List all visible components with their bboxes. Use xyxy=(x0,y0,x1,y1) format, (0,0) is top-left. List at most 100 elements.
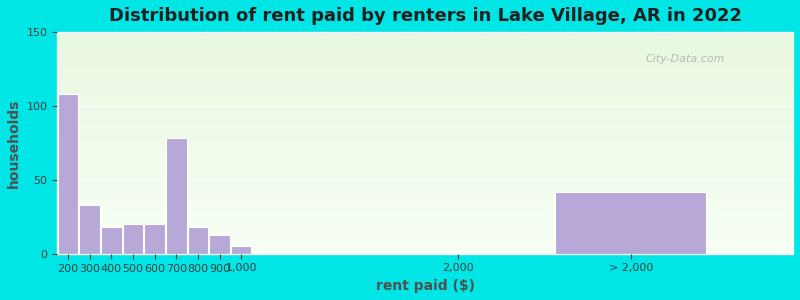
Bar xyxy=(58,245,793,247)
Bar xyxy=(58,121,793,123)
Bar xyxy=(58,103,793,105)
Title: Distribution of rent paid by renters in Lake Village, AR in 2022: Distribution of rent paid by renters in … xyxy=(109,7,742,25)
Bar xyxy=(58,178,793,181)
Bar xyxy=(58,201,793,203)
Bar xyxy=(188,227,208,254)
Bar xyxy=(58,238,793,241)
Bar xyxy=(58,198,793,201)
Bar xyxy=(144,224,165,254)
Bar xyxy=(58,196,793,198)
Bar xyxy=(58,163,793,165)
Bar xyxy=(58,110,793,112)
Bar xyxy=(58,56,793,59)
Bar xyxy=(101,227,122,254)
Bar xyxy=(58,50,793,52)
Bar xyxy=(58,37,793,39)
Bar xyxy=(58,88,793,90)
Bar xyxy=(58,227,793,230)
Bar xyxy=(58,181,793,183)
Bar xyxy=(58,218,793,220)
Bar xyxy=(58,205,793,207)
X-axis label: rent paid ($): rent paid ($) xyxy=(376,279,474,293)
Bar xyxy=(58,85,793,88)
Bar xyxy=(58,105,793,107)
Bar xyxy=(58,176,793,178)
Bar xyxy=(58,165,793,167)
Bar xyxy=(58,252,793,254)
Text: City-Data.com: City-Data.com xyxy=(646,54,726,64)
Bar xyxy=(58,143,793,145)
Bar xyxy=(58,152,793,154)
Bar xyxy=(58,52,793,54)
Bar xyxy=(58,116,793,119)
Bar xyxy=(58,154,793,156)
Bar xyxy=(58,236,793,238)
Bar xyxy=(58,99,793,101)
Bar xyxy=(58,70,793,72)
Bar xyxy=(231,246,251,254)
Bar xyxy=(58,232,793,234)
Bar xyxy=(79,205,100,254)
Bar xyxy=(58,134,793,136)
Bar xyxy=(58,185,793,187)
Bar xyxy=(58,183,793,185)
Bar xyxy=(58,94,793,96)
Bar xyxy=(58,90,793,92)
Bar xyxy=(58,212,793,214)
Y-axis label: households: households xyxy=(7,98,21,188)
Bar xyxy=(58,147,793,150)
Bar xyxy=(58,220,793,223)
Bar xyxy=(122,224,143,254)
Bar xyxy=(58,45,793,48)
Bar xyxy=(58,123,793,125)
Bar xyxy=(58,32,793,34)
Bar xyxy=(58,192,793,194)
Bar xyxy=(58,167,793,169)
Bar xyxy=(58,139,793,141)
Bar xyxy=(58,136,793,139)
Bar xyxy=(58,59,793,61)
Bar xyxy=(58,72,793,74)
Bar xyxy=(58,234,793,236)
Bar xyxy=(58,118,793,121)
Bar xyxy=(555,192,706,254)
Bar xyxy=(58,207,793,209)
Bar xyxy=(58,174,793,176)
Bar xyxy=(58,161,793,163)
Bar xyxy=(166,139,186,254)
Bar xyxy=(58,125,793,128)
Bar xyxy=(58,249,793,252)
Bar xyxy=(58,41,793,43)
Bar xyxy=(58,194,793,196)
Bar xyxy=(58,101,793,103)
Bar xyxy=(58,145,793,147)
Bar xyxy=(58,81,793,83)
Bar xyxy=(58,241,793,243)
Bar xyxy=(58,65,793,68)
Bar xyxy=(58,68,793,70)
Bar xyxy=(58,48,793,50)
Bar xyxy=(58,156,793,158)
Bar xyxy=(58,223,793,225)
Bar xyxy=(58,225,793,227)
Bar xyxy=(58,172,793,174)
Bar xyxy=(58,203,793,205)
Bar xyxy=(58,230,793,232)
Bar xyxy=(58,43,793,45)
Bar xyxy=(58,94,78,254)
Bar xyxy=(58,141,793,143)
Bar xyxy=(58,83,793,85)
Bar xyxy=(58,112,793,114)
Bar xyxy=(58,128,793,130)
Bar xyxy=(58,130,793,132)
Bar xyxy=(58,63,793,65)
Bar xyxy=(58,74,793,76)
Bar xyxy=(58,39,793,41)
Bar xyxy=(58,187,793,190)
Bar xyxy=(58,34,793,37)
Bar xyxy=(58,54,793,56)
Bar xyxy=(58,214,793,216)
Bar xyxy=(58,76,793,79)
Bar xyxy=(58,96,793,99)
Bar xyxy=(58,61,793,63)
